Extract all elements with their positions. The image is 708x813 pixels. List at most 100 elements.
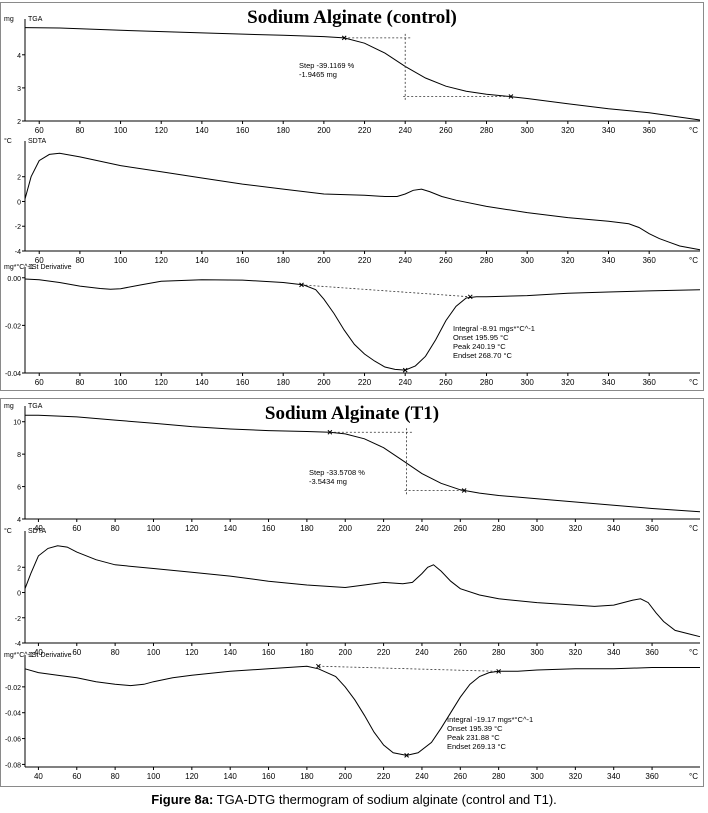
x-tick-label: 300 [530, 648, 544, 657]
x-tick-label: 360 [645, 648, 659, 657]
x-tick-label: 360 [645, 524, 659, 533]
x-tick-label: 100 [114, 378, 128, 387]
x-tick-label: 120 [155, 126, 169, 135]
x-tick-label: 200 [317, 256, 331, 265]
y-tick-label: 0.00 [7, 276, 21, 283]
x-tick-label: 220 [377, 524, 391, 533]
x-tick-label: 220 [377, 772, 391, 781]
annotation-line: -3.5434 mg [309, 477, 347, 486]
chart-title-t1: Sodium Alginate (T1) [264, 403, 440, 424]
x-tick-label: 200 [339, 772, 353, 781]
x-tick-label: 120 [155, 256, 169, 265]
x-tick-label: 300 [530, 772, 544, 781]
series-line [24, 545, 701, 638]
marker [316, 663, 321, 669]
marker [402, 367, 408, 373]
plot-tga: mg TGA 2 3 4 60 80 100 120 140 160 180 200 220 240 260 2… [4, 16, 701, 135]
x-tick-label: 260 [439, 378, 453, 387]
x-tick-label: 220 [358, 378, 372, 387]
marker [508, 94, 514, 99]
chart-panel-t1: Sodium Alginate (T1) mg TGA 4 6 8 10 40 60 80 100… [0, 398, 704, 787]
x-tick-label: 160 [262, 648, 276, 657]
y-unit-label: mg*°C^-1 [4, 651, 34, 659]
x-tick-label: 320 [561, 256, 575, 265]
annotation-line: Step -33.5708 % [309, 468, 365, 477]
y-tick-label: 6 [17, 485, 21, 492]
x-tick-label: 220 [358, 126, 372, 135]
x-tick-label: 160 [236, 126, 250, 135]
series-line [24, 665, 700, 756]
x-tick-label: 140 [224, 772, 238, 781]
x-tick-label: 100 [147, 648, 161, 657]
x-tick-label: 220 [358, 256, 372, 265]
y-tick-label: -0.02 [5, 685, 21, 692]
x-tick-label: 160 [262, 772, 276, 781]
x-tick-label: 60 [35, 256, 44, 265]
series-line [25, 414, 701, 513]
x-tick-label: 40 [34, 772, 43, 781]
annotation-line: Onset 195.39 °C [447, 724, 503, 733]
plot-name-label: TGA [28, 16, 43, 23]
figure-caption: Figure 8a: TGA-DTG thermogram of sodium … [0, 792, 708, 807]
x-tick-label: 340 [607, 772, 621, 781]
y-tick-label: 8 [17, 452, 21, 459]
x-tick-label: 180 [277, 256, 291, 265]
x-tick-label: 60 [72, 772, 81, 781]
x-tick-label: 320 [569, 524, 583, 533]
x-tick-label: 360 [642, 256, 656, 265]
x-tick-label: 240 [415, 524, 429, 533]
figure-caption-text: TGA-DTG thermogram of sodium alginate (c… [213, 792, 557, 807]
x-tick-label: 240 [399, 126, 413, 135]
x-unit-label: °C [689, 524, 698, 533]
y-tick-label: -2 [15, 224, 21, 231]
annotation-line: Endset 269.13 °C [447, 742, 506, 751]
y-unit-label: °C [4, 527, 12, 535]
x-unit-label: °C [689, 378, 698, 387]
chart-title-control: Sodium Alginate (control) [247, 7, 457, 28]
x-tick-label: 80 [111, 772, 120, 781]
chart-panel-control: Sodium Alginate (control) mg TGA 2 3 4 60 80 10… [0, 2, 704, 391]
x-tick-label: 80 [111, 648, 120, 657]
x-tick-label: 300 [530, 524, 544, 533]
x-tick-label: 180 [300, 772, 314, 781]
x-tick-label: 160 [262, 524, 276, 533]
y-tick-label: -0.04 [5, 371, 21, 378]
series-line [24, 152, 701, 251]
x-tick-label: 200 [317, 378, 331, 387]
x-unit-label: °C [689, 256, 698, 265]
x-tick-label: 160 [236, 256, 250, 265]
annotation-line: Endset 268.70 °C [453, 351, 512, 360]
x-tick-label: 140 [224, 648, 238, 657]
plot-name-label: SDTA [28, 528, 46, 535]
x-tick-label: 260 [439, 256, 453, 265]
annotation-line: Step -39.1169 % [299, 61, 355, 70]
x-tick-label: 140 [195, 256, 209, 265]
annotation-line: -1.9465 mg [299, 70, 337, 79]
x-tick-label: 200 [317, 126, 331, 135]
y-tick-label: 2 [17, 175, 21, 182]
y-tick-label: 0 [17, 591, 21, 598]
x-tick-label: 280 [480, 378, 494, 387]
x-tick-label: 260 [454, 648, 468, 657]
x-unit-label: °C [689, 772, 698, 781]
x-tick-label: 240 [415, 648, 429, 657]
x-tick-label: 60 [35, 126, 44, 135]
annotation-line: Integral -19.17 mgs*°C^-1 [447, 715, 533, 724]
x-tick-label: 320 [569, 772, 583, 781]
x-tick-label: 40 [34, 648, 43, 657]
x-tick-label: 80 [111, 524, 120, 533]
x-tick-label: 200 [339, 648, 353, 657]
y-tick-label: 10 [13, 420, 21, 427]
x-tick-label: 180 [300, 648, 314, 657]
x-tick-label: 260 [439, 126, 453, 135]
marker [496, 668, 502, 674]
x-tick-label: 120 [185, 524, 199, 533]
y-unit-label: mg*°C^-1 [4, 263, 34, 271]
y-tick-label: 4 [17, 517, 21, 524]
marker [341, 35, 347, 41]
x-tick-label: 320 [561, 126, 575, 135]
